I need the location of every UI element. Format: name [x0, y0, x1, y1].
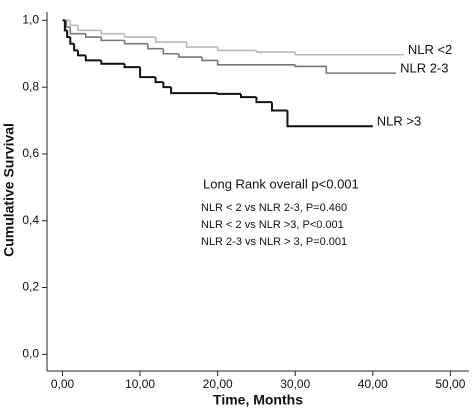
survival-step	[255, 50, 296, 53]
survival-step	[84, 55, 102, 62]
survival-step	[216, 47, 257, 52]
survival-step	[123, 33, 156, 38]
annotation: NLR < 2 vs NLR 2-3, P=0.460	[201, 202, 347, 214]
survival-step	[294, 52, 404, 56]
x-tick-label: 50,00	[435, 377, 465, 391]
annotation: NLR 2-3 vs NLR > 3, P=0.001	[201, 236, 347, 248]
survival-step	[154, 37, 187, 43]
survival-step	[65, 20, 71, 28]
annotation: Long Rank overall p<0.001	[203, 176, 359, 191]
survival-step	[69, 27, 86, 35]
y-tick-label: 1,0	[22, 13, 39, 27]
x-tick-label: 10,00	[125, 377, 155, 391]
survival-step	[294, 64, 327, 68]
survival-step	[201, 57, 218, 62]
x-tick-label: 20,00	[203, 377, 233, 391]
survival-step	[69, 37, 75, 45]
annotation: NLR < 2 vs NLR >3, P<0.001	[201, 219, 344, 231]
survival-step	[216, 60, 296, 66]
y-axis-label: Cumulative Survival	[1, 123, 17, 257]
survival-step	[77, 25, 102, 32]
survival-step	[216, 92, 241, 95]
y-tick-label: 0,2	[22, 280, 39, 294]
survival-step	[147, 43, 164, 50]
series-label: NLR 2-3	[400, 61, 448, 76]
survival-step	[255, 97, 272, 104]
y-tick-label: 0,8	[22, 79, 39, 93]
survival-step	[154, 77, 164, 84]
survival-step	[170, 87, 218, 95]
survival-step	[139, 67, 156, 79]
x-tick-label: 40,00	[358, 377, 388, 391]
survival-step	[66, 30, 71, 39]
survival-step	[123, 63, 141, 69]
survival-step	[286, 110, 373, 128]
y-tick-label: 0,4	[22, 213, 39, 227]
survival-step	[162, 48, 179, 55]
survival-step	[123, 40, 148, 45]
survival-step	[162, 82, 172, 89]
survival-step	[100, 60, 125, 65]
survival-step	[84, 33, 102, 38]
series-label: NLR <2	[408, 42, 452, 57]
series-label: NLR >3	[377, 114, 421, 129]
x-axis-label: Time, Months	[213, 392, 303, 408]
survival-step	[185, 42, 218, 48]
survival-step	[69, 20, 79, 27]
survival-step	[178, 53, 203, 58]
x-tick-label: 30,00	[280, 377, 310, 391]
survival-step	[100, 37, 125, 42]
y-tick-label: 0,6	[22, 146, 39, 160]
survival-step	[63, 20, 68, 32]
survival-step	[77, 50, 86, 57]
survival-step	[270, 102, 288, 112]
survival-step	[239, 93, 257, 99]
survival-step	[325, 66, 397, 74]
survival-step	[100, 30, 125, 35]
survival-step	[73, 43, 79, 52]
x-tick-label: 0,00	[51, 377, 75, 391]
y-tick-label: 0,0	[22, 346, 39, 360]
